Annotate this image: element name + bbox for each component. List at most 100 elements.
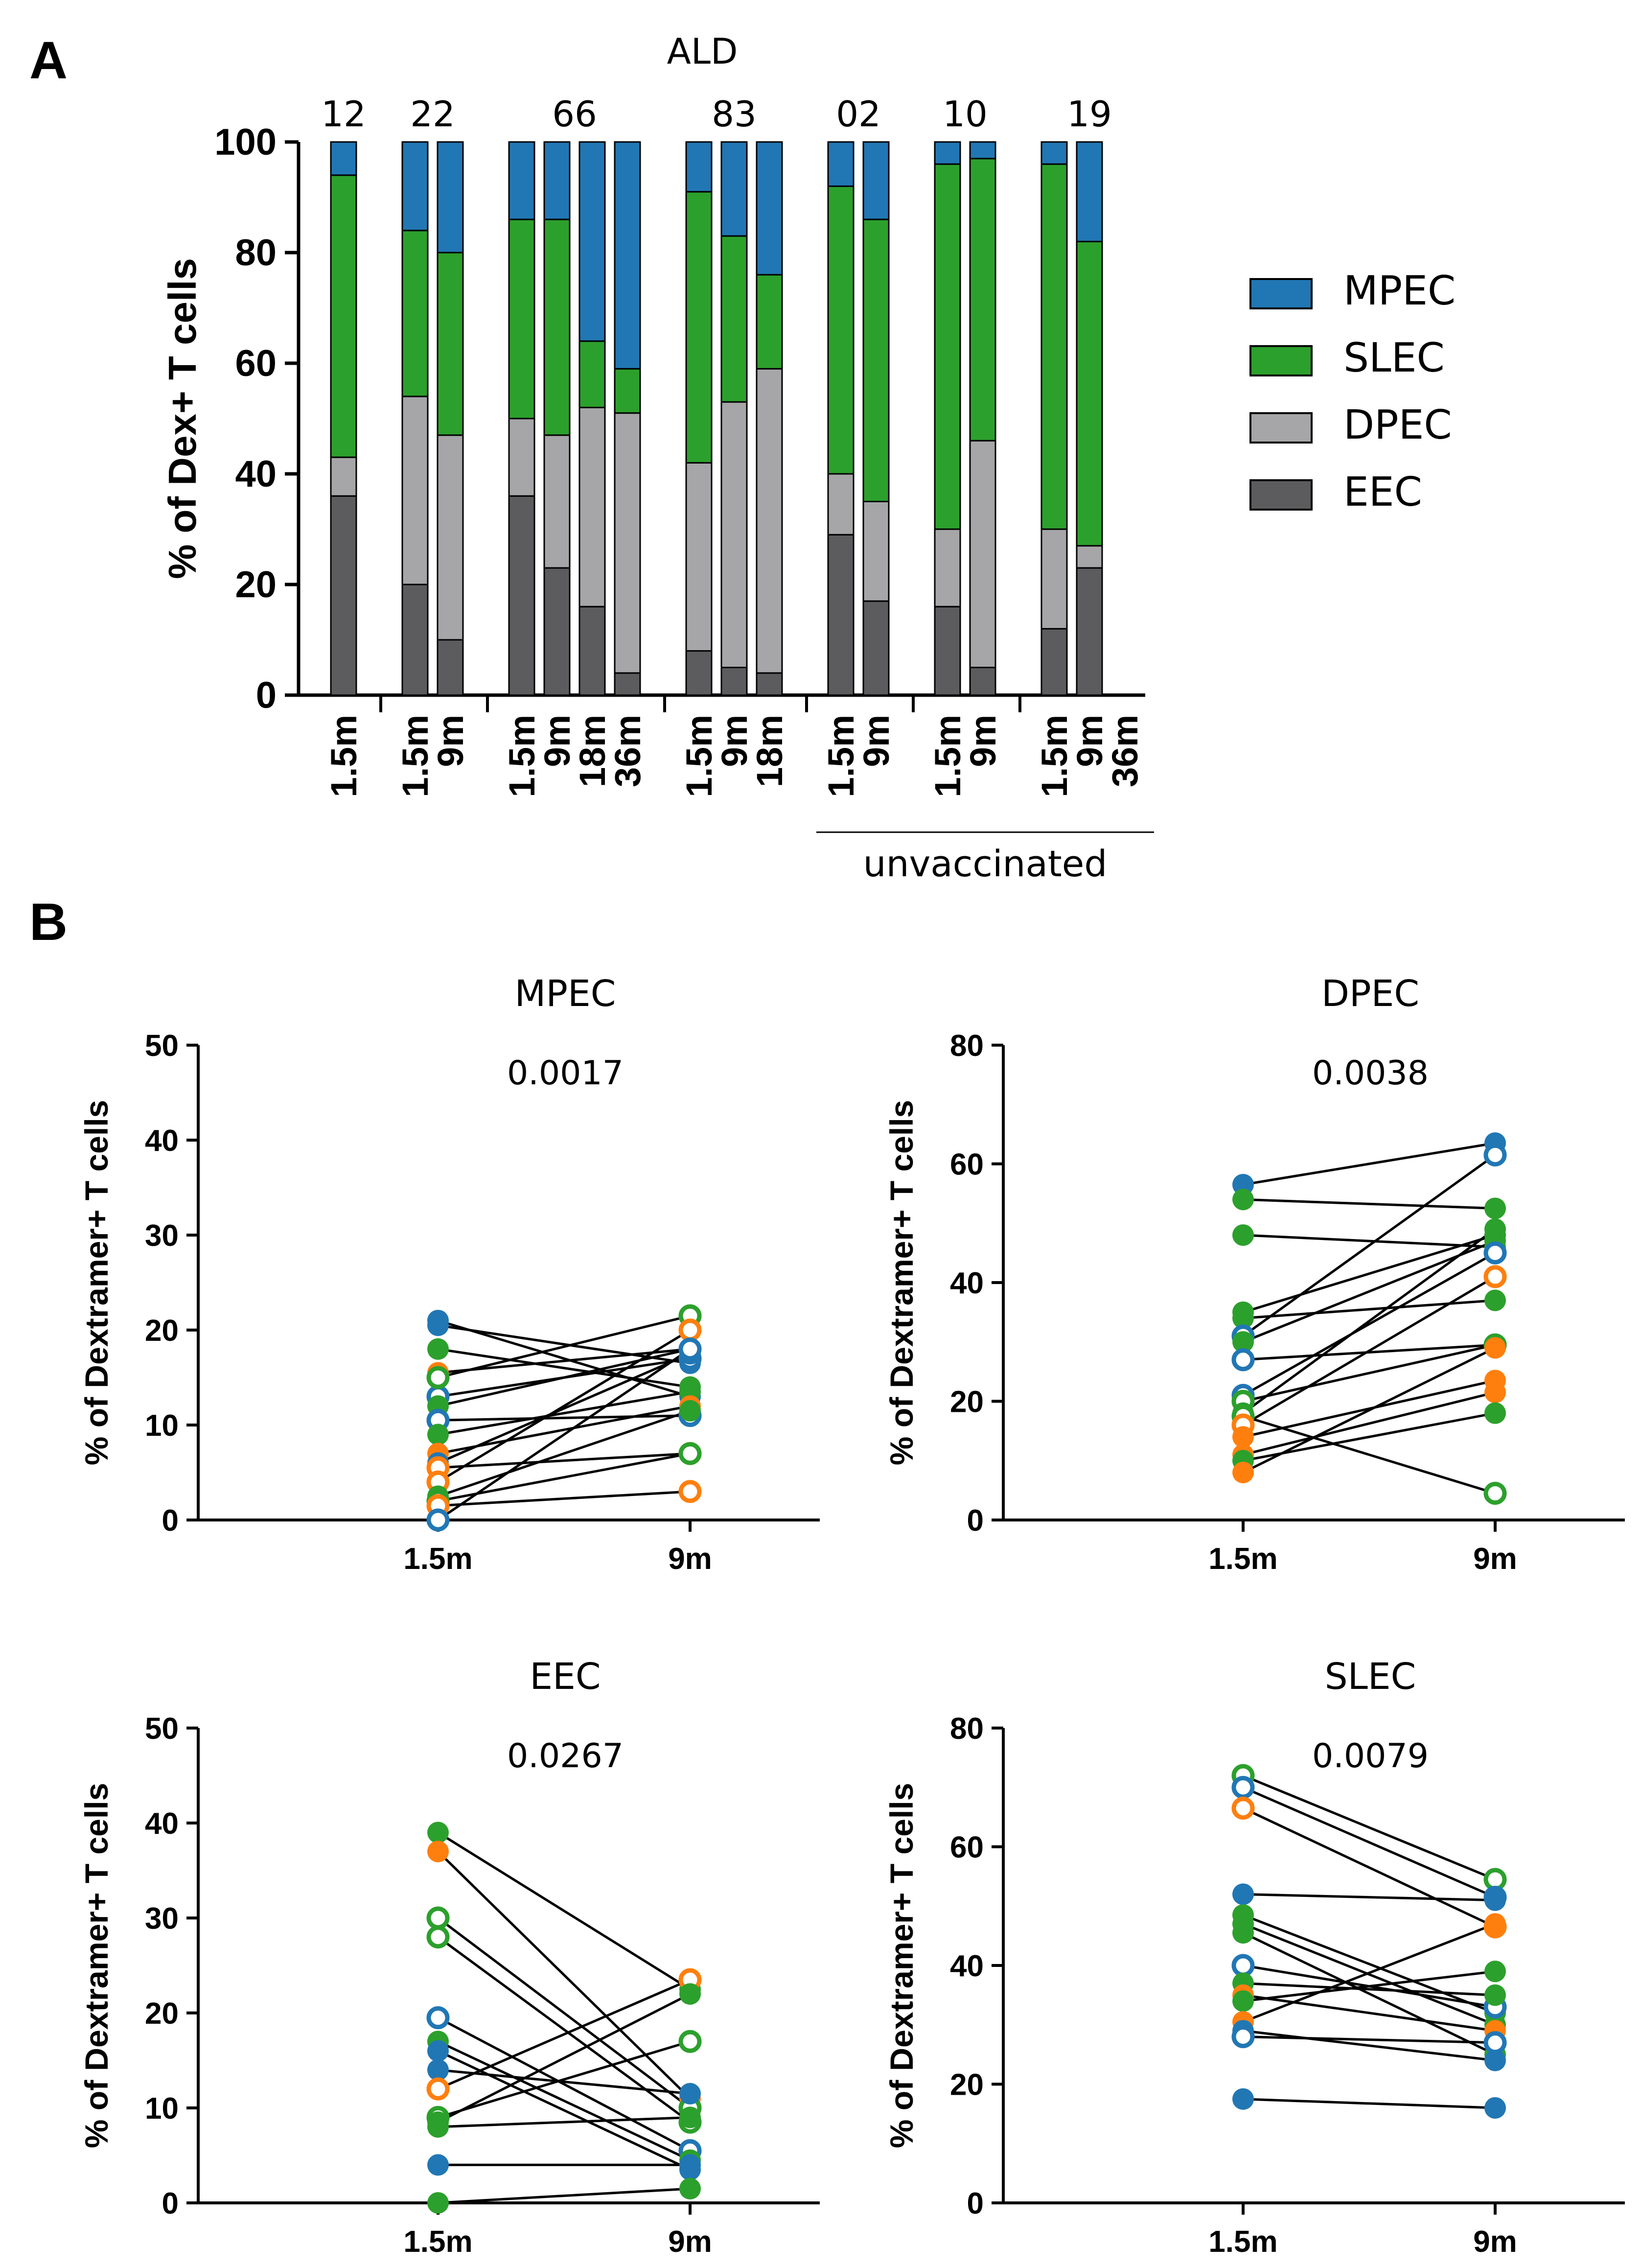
pair-line — [438, 1324, 691, 1365]
x-tick-label: 9m — [1473, 2225, 1517, 2259]
y-tick-label: 60 — [235, 343, 277, 384]
y-tick-label: 20 — [950, 1385, 984, 1419]
data-point — [1231, 1776, 1255, 1799]
bar-segment-dpec — [756, 368, 783, 674]
bar-segment-mpec — [862, 141, 890, 220]
pair-line — [438, 1452, 691, 1469]
bar-segment-eec — [330, 495, 357, 696]
x-tick-label: 9m — [963, 715, 1003, 767]
data-point — [679, 2106, 701, 2128]
group-label: 66 — [552, 94, 597, 135]
y-tick-label: 20 — [950, 2068, 984, 2102]
bar-segment-eec — [862, 600, 890, 696]
bar-segment-dpec — [543, 434, 571, 569]
data-point — [427, 2154, 449, 2176]
bar-segment-dpec — [969, 440, 996, 668]
bar-segment-mpec — [401, 141, 429, 232]
data-point — [426, 2006, 450, 2030]
pair-line — [1242, 1932, 1496, 2056]
bar-segment-eec — [1076, 567, 1103, 696]
pair-line — [1243, 1994, 1496, 2032]
data-point — [1484, 1984, 1506, 2006]
y-axis-title: % of Dextramer+ T cells — [78, 1100, 115, 1466]
pair-line — [1243, 1415, 1496, 1495]
pair-line — [438, 1490, 691, 1507]
plot-title: DPEC — [1321, 973, 1419, 1015]
bar-segment-mpec — [1076, 141, 1103, 242]
data-point — [1232, 2088, 1254, 2110]
pair-line — [437, 1348, 691, 1521]
data-point — [1232, 1922, 1254, 1944]
data-point — [1232, 1331, 1254, 1353]
y-tick-label: 10 — [145, 1409, 179, 1443]
bar-segment-dpec — [437, 434, 464, 641]
data-point — [1232, 1426, 1254, 1448]
pair-line — [1243, 1914, 1496, 2014]
data-point — [678, 1337, 702, 1361]
data-point — [1231, 1348, 1255, 1372]
pair-line — [437, 1831, 691, 1990]
x-tick-label: 9m — [1069, 715, 1110, 767]
pair-line — [438, 1978, 691, 2090]
pair-line — [437, 1917, 691, 2109]
x-tick-label: 36m — [1105, 715, 1145, 787]
p-value: 0.0017 — [507, 1054, 624, 1093]
x-tick-label: 1.5m — [927, 715, 968, 797]
y-tick-label: 20 — [235, 564, 277, 606]
x-tick-label: 1.5m — [1208, 1542, 1277, 1576]
pair-line — [438, 1390, 691, 1436]
data-point — [1483, 1241, 1507, 1264]
x-tick-label: 9m — [714, 715, 755, 767]
data-point — [1484, 1913, 1506, 1935]
pair-line — [438, 2040, 691, 2119]
bar-segment-dpec — [508, 418, 535, 497]
data-point — [1484, 1197, 1506, 1219]
pair-line — [1243, 1893, 1496, 1902]
bar-segment-slec — [508, 218, 535, 420]
p-value: 0.0267 — [507, 1737, 624, 1776]
x-tick-label: 9m — [668, 2225, 712, 2259]
pair-line — [438, 2116, 691, 2128]
pair-line — [438, 1348, 691, 1388]
y-tick-label: 40 — [235, 453, 277, 495]
bar-segment-eec — [437, 639, 464, 696]
x-tick-label: 1.5m — [679, 715, 719, 797]
pair-line — [1243, 1970, 1496, 2003]
bar-segment-mpec — [720, 141, 748, 237]
data-point — [1232, 1990, 1254, 2012]
paired-plot-eec: EEC 0.0267 0 10 20 30 40 50 1.5m 9m % of Dextramer… — [78, 1656, 820, 2259]
data-point — [427, 2040, 449, 2062]
data-point — [1484, 1889, 1506, 1911]
pair-line — [437, 1936, 691, 2124]
data-point — [1231, 1797, 1255, 1820]
group-label: 22 — [410, 94, 455, 135]
x-tick-label: 18m — [749, 715, 790, 787]
panel-a-letter: A — [29, 30, 68, 90]
x-tick-label: 9m — [856, 715, 897, 767]
pair-line — [1243, 2029, 1496, 2062]
x-tick-label: 9m — [430, 715, 471, 767]
data-point — [678, 1480, 702, 1503]
x-tick-label: 9m — [537, 715, 578, 767]
data-point — [678, 1318, 702, 1342]
bar-segment-mpec — [614, 141, 641, 370]
data-point — [1232, 1883, 1254, 1905]
data-point — [426, 2077, 450, 2101]
bar-segment-dpec — [578, 406, 606, 608]
data-point — [427, 1338, 449, 1360]
bar-segment-mpec — [1040, 141, 1068, 165]
legend-label-dpec: DPEC — [1343, 402, 1452, 448]
pair-line — [1243, 1234, 1496, 1248]
bar-segment-dpec — [934, 528, 961, 608]
bar-segment-dpec — [827, 473, 855, 536]
y-tick-label: 0 — [162, 2187, 179, 2221]
bar-segment-mpec — [330, 141, 357, 176]
bar-segment-dpec — [685, 462, 713, 652]
data-point — [427, 1424, 449, 1446]
y-tick-label: 100 — [214, 121, 277, 163]
pair-line — [1243, 1343, 1496, 1403]
pair-line — [437, 2040, 691, 2161]
bar-segment-slec — [1076, 240, 1103, 547]
y-axis-title: % of Dextramer+ T cells — [883, 1100, 920, 1466]
bar-segment-slec — [543, 218, 571, 436]
